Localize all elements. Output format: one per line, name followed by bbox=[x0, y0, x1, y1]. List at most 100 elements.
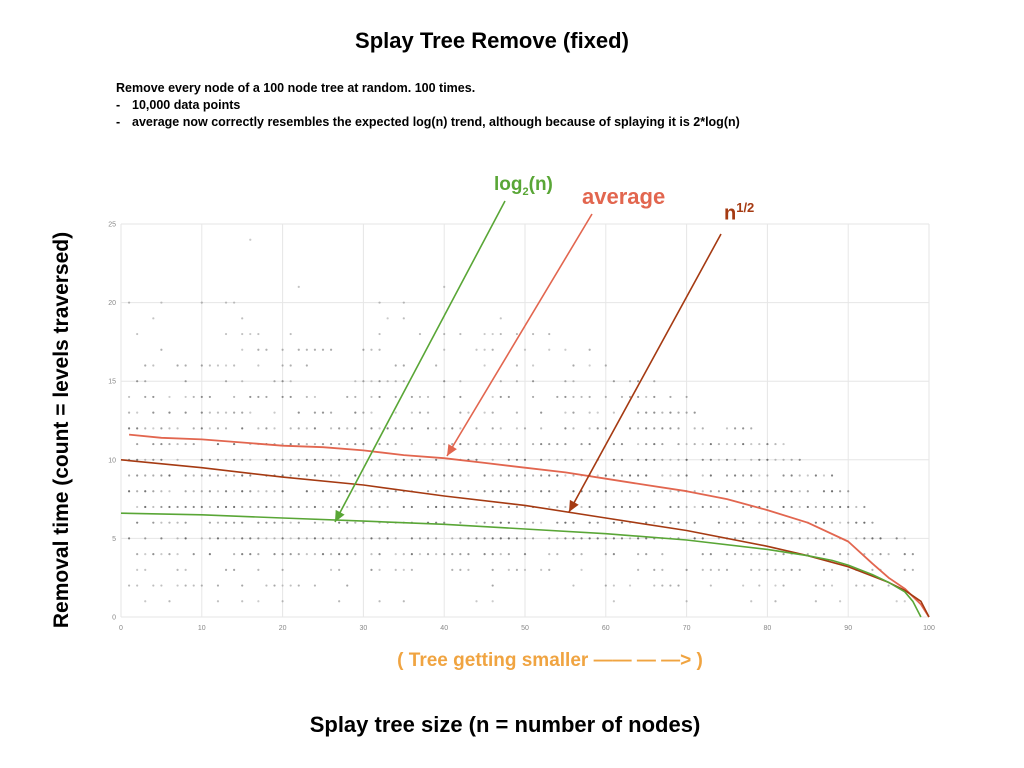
data-point bbox=[620, 505, 624, 509]
data-point bbox=[370, 568, 373, 571]
data-point bbox=[475, 505, 478, 509]
data-point bbox=[677, 474, 680, 477]
data-point bbox=[265, 584, 268, 587]
data-point bbox=[184, 505, 187, 509]
data-point bbox=[281, 395, 284, 399]
data-point bbox=[313, 537, 317, 540]
data-point bbox=[168, 521, 171, 524]
data-point bbox=[709, 458, 712, 461]
data-point bbox=[806, 474, 809, 477]
data-point bbox=[313, 395, 317, 399]
data-point bbox=[224, 505, 228, 509]
data-point bbox=[653, 490, 656, 493]
data-point bbox=[475, 490, 478, 493]
data-point bbox=[321, 521, 325, 524]
data-point bbox=[321, 474, 325, 477]
data-point bbox=[410, 395, 413, 399]
data-point bbox=[677, 584, 680, 587]
data-point bbox=[531, 364, 535, 367]
data-point bbox=[709, 505, 712, 509]
data-point bbox=[847, 568, 850, 571]
data-point bbox=[685, 568, 688, 571]
data-point bbox=[596, 411, 599, 414]
data-point bbox=[160, 427, 163, 430]
data-point bbox=[903, 553, 906, 556]
data-point bbox=[556, 521, 559, 524]
data-point bbox=[378, 301, 381, 304]
x-tick-label: 100 bbox=[923, 625, 935, 632]
data-point bbox=[564, 474, 567, 477]
data-point bbox=[160, 301, 163, 304]
data-point bbox=[378, 427, 381, 430]
data-point bbox=[628, 505, 632, 509]
data-point bbox=[612, 380, 615, 383]
data-point bbox=[677, 427, 680, 430]
data-point bbox=[564, 458, 567, 461]
data-point bbox=[305, 490, 308, 493]
data-point bbox=[144, 427, 147, 430]
data-point bbox=[596, 537, 599, 540]
data-point bbox=[281, 521, 284, 524]
data-point bbox=[338, 521, 341, 524]
data-point bbox=[168, 553, 171, 556]
data-point bbox=[709, 553, 712, 556]
data-point bbox=[499, 332, 502, 336]
data-point bbox=[443, 442, 446, 446]
data-point bbox=[693, 411, 696, 414]
data-point bbox=[580, 568, 583, 571]
data-point bbox=[386, 505, 389, 509]
data-point bbox=[394, 442, 397, 446]
data-point bbox=[160, 442, 163, 446]
data-point bbox=[774, 553, 777, 556]
data-point bbox=[620, 458, 624, 461]
data-point bbox=[572, 584, 575, 587]
data-point bbox=[758, 458, 761, 461]
data-point bbox=[620, 474, 624, 477]
data-point bbox=[160, 490, 163, 493]
data-point bbox=[144, 490, 147, 493]
data-point bbox=[338, 458, 341, 461]
data-point bbox=[362, 411, 365, 414]
data-point bbox=[483, 442, 486, 446]
sqrt-arrow bbox=[568, 233, 722, 513]
data-point bbox=[814, 505, 817, 509]
data-point bbox=[669, 427, 672, 430]
data-point bbox=[733, 521, 737, 524]
bullet-marker: - bbox=[116, 98, 121, 112]
data-point bbox=[588, 364, 591, 367]
data-point bbox=[830, 537, 834, 540]
data-point bbox=[313, 490, 317, 493]
data-point bbox=[620, 442, 624, 446]
data-point bbox=[540, 521, 543, 524]
callout-sqrt-sup: 1/2 bbox=[736, 200, 755, 215]
data-point bbox=[733, 537, 737, 540]
data-point bbox=[152, 584, 155, 587]
data-point bbox=[176, 568, 179, 571]
data-point bbox=[216, 458, 220, 461]
data-point bbox=[628, 395, 632, 399]
data-point bbox=[233, 568, 236, 571]
data-point bbox=[265, 505, 268, 509]
data-point bbox=[572, 553, 575, 556]
data-point bbox=[717, 521, 721, 524]
data-point bbox=[233, 442, 236, 446]
data-point bbox=[459, 427, 462, 430]
data-point bbox=[863, 505, 866, 509]
data-point bbox=[257, 521, 260, 524]
data-point bbox=[386, 442, 389, 446]
data-point bbox=[273, 505, 276, 509]
data-point bbox=[701, 490, 704, 493]
data-point bbox=[693, 427, 696, 430]
data-point bbox=[903, 568, 906, 571]
data-point bbox=[354, 442, 357, 446]
data-point bbox=[822, 584, 826, 587]
data-point bbox=[394, 411, 397, 414]
data-point bbox=[378, 490, 381, 493]
data-point bbox=[701, 505, 704, 509]
data-point bbox=[733, 442, 737, 446]
data-point bbox=[822, 474, 826, 477]
data-point bbox=[321, 553, 325, 556]
data-point bbox=[321, 505, 325, 509]
callout-log2n: log2(n) bbox=[494, 174, 553, 198]
data-point bbox=[313, 348, 317, 351]
